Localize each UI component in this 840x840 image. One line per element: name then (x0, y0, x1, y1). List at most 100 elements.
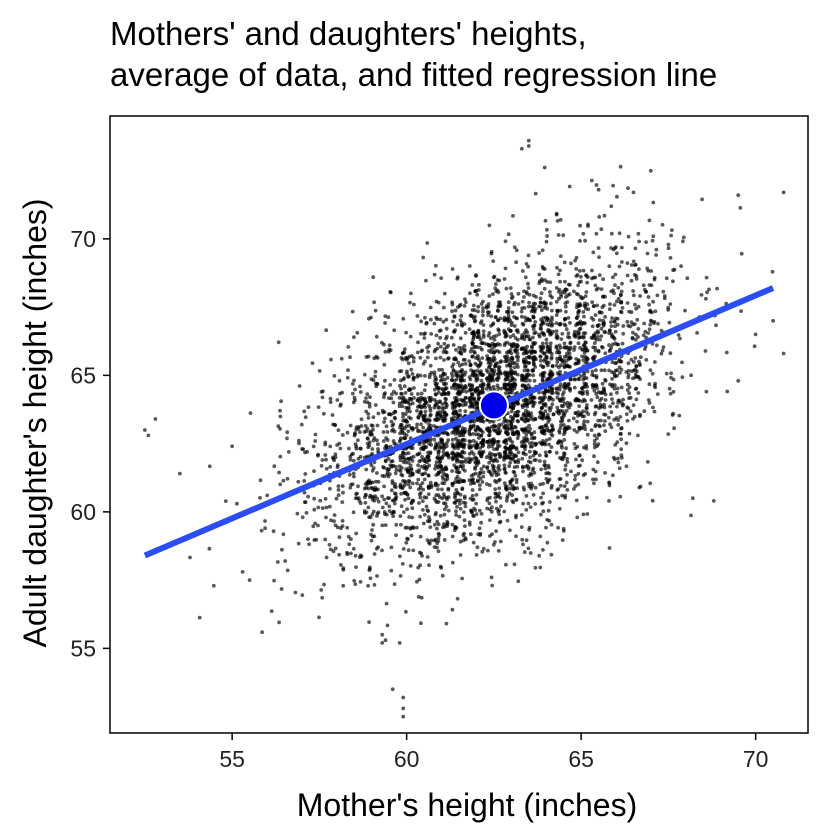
data-point (530, 399, 534, 404)
data-point (521, 351, 526, 356)
data-point (506, 306, 511, 310)
data-point (678, 336, 682, 341)
data-point (636, 231, 641, 236)
data-point (549, 323, 554, 328)
data-point (335, 398, 340, 402)
data-point (356, 484, 360, 489)
data-point (555, 219, 560, 223)
data-point (666, 432, 671, 436)
data-point (526, 264, 531, 269)
data-point (455, 474, 460, 479)
data-point (425, 417, 429, 421)
data-point (370, 497, 375, 502)
data-point (259, 528, 264, 533)
data-point (425, 241, 430, 245)
data-point (573, 411, 578, 415)
data-point (519, 525, 524, 529)
data-point (470, 308, 475, 312)
data-point (524, 334, 529, 339)
data-point (580, 348, 585, 352)
data-point (470, 283, 475, 287)
data-point (366, 583, 370, 588)
data-point (410, 481, 415, 486)
data-point (366, 445, 371, 450)
data-point (541, 491, 545, 496)
data-point (557, 411, 561, 416)
data-point (421, 425, 425, 430)
data-point (560, 538, 565, 542)
data-point (471, 514, 476, 518)
data-point (480, 347, 484, 352)
data-point (514, 248, 519, 253)
data-point (613, 272, 618, 277)
data-point (478, 483, 482, 487)
data-point (485, 482, 489, 486)
data-point (475, 356, 480, 361)
data-point (435, 317, 440, 322)
data-point (739, 309, 743, 313)
data-point (493, 491, 498, 496)
data-point (521, 359, 526, 364)
data-point (531, 327, 536, 331)
data-point (586, 222, 590, 227)
data-point (297, 384, 302, 388)
data-point (546, 471, 550, 475)
data-point (562, 438, 567, 442)
data-point (545, 234, 549, 238)
data-point (544, 318, 549, 323)
data-point (211, 583, 216, 588)
data-point (486, 342, 491, 347)
data-point (324, 555, 329, 560)
data-point (491, 437, 496, 442)
data-point (382, 420, 386, 424)
data-point (463, 330, 468, 335)
data-point (504, 484, 509, 489)
data-point (619, 401, 624, 405)
data-point (561, 526, 566, 531)
data-point (598, 337, 602, 342)
data-point (437, 367, 441, 372)
data-point (317, 615, 321, 620)
data-point (472, 506, 476, 511)
data-point (581, 296, 585, 300)
data-point (472, 331, 476, 336)
data-point (418, 534, 423, 539)
data-point (539, 406, 544, 410)
data-point (438, 328, 443, 333)
data-point (461, 433, 466, 438)
data-point (302, 479, 307, 483)
data-point (372, 488, 377, 492)
data-point (427, 442, 432, 446)
data-point (585, 275, 590, 279)
data-point (524, 465, 528, 469)
data-point (506, 327, 511, 332)
data-point (550, 308, 554, 313)
data-point (486, 469, 491, 474)
data-point (445, 519, 450, 524)
data-point (493, 315, 498, 320)
data-point (383, 638, 388, 643)
data-point (296, 541, 301, 546)
data-point (600, 345, 605, 350)
data-point (521, 542, 525, 547)
data-point (405, 507, 409, 512)
data-point (382, 410, 387, 414)
data-point (440, 474, 445, 479)
data-point (514, 260, 519, 265)
data-point (524, 402, 529, 407)
data-point (512, 454, 517, 459)
data-point (440, 392, 444, 397)
data-point (276, 424, 281, 429)
y-tick-label: 55 (70, 635, 96, 661)
data-point (442, 512, 447, 517)
data-point (363, 424, 368, 428)
data-point (539, 291, 544, 296)
data-point (610, 316, 614, 320)
data-point (564, 309, 568, 314)
data-point (458, 444, 463, 448)
data-point (615, 342, 619, 347)
data-point (603, 294, 607, 299)
data-point (584, 376, 589, 380)
data-point (676, 333, 681, 337)
